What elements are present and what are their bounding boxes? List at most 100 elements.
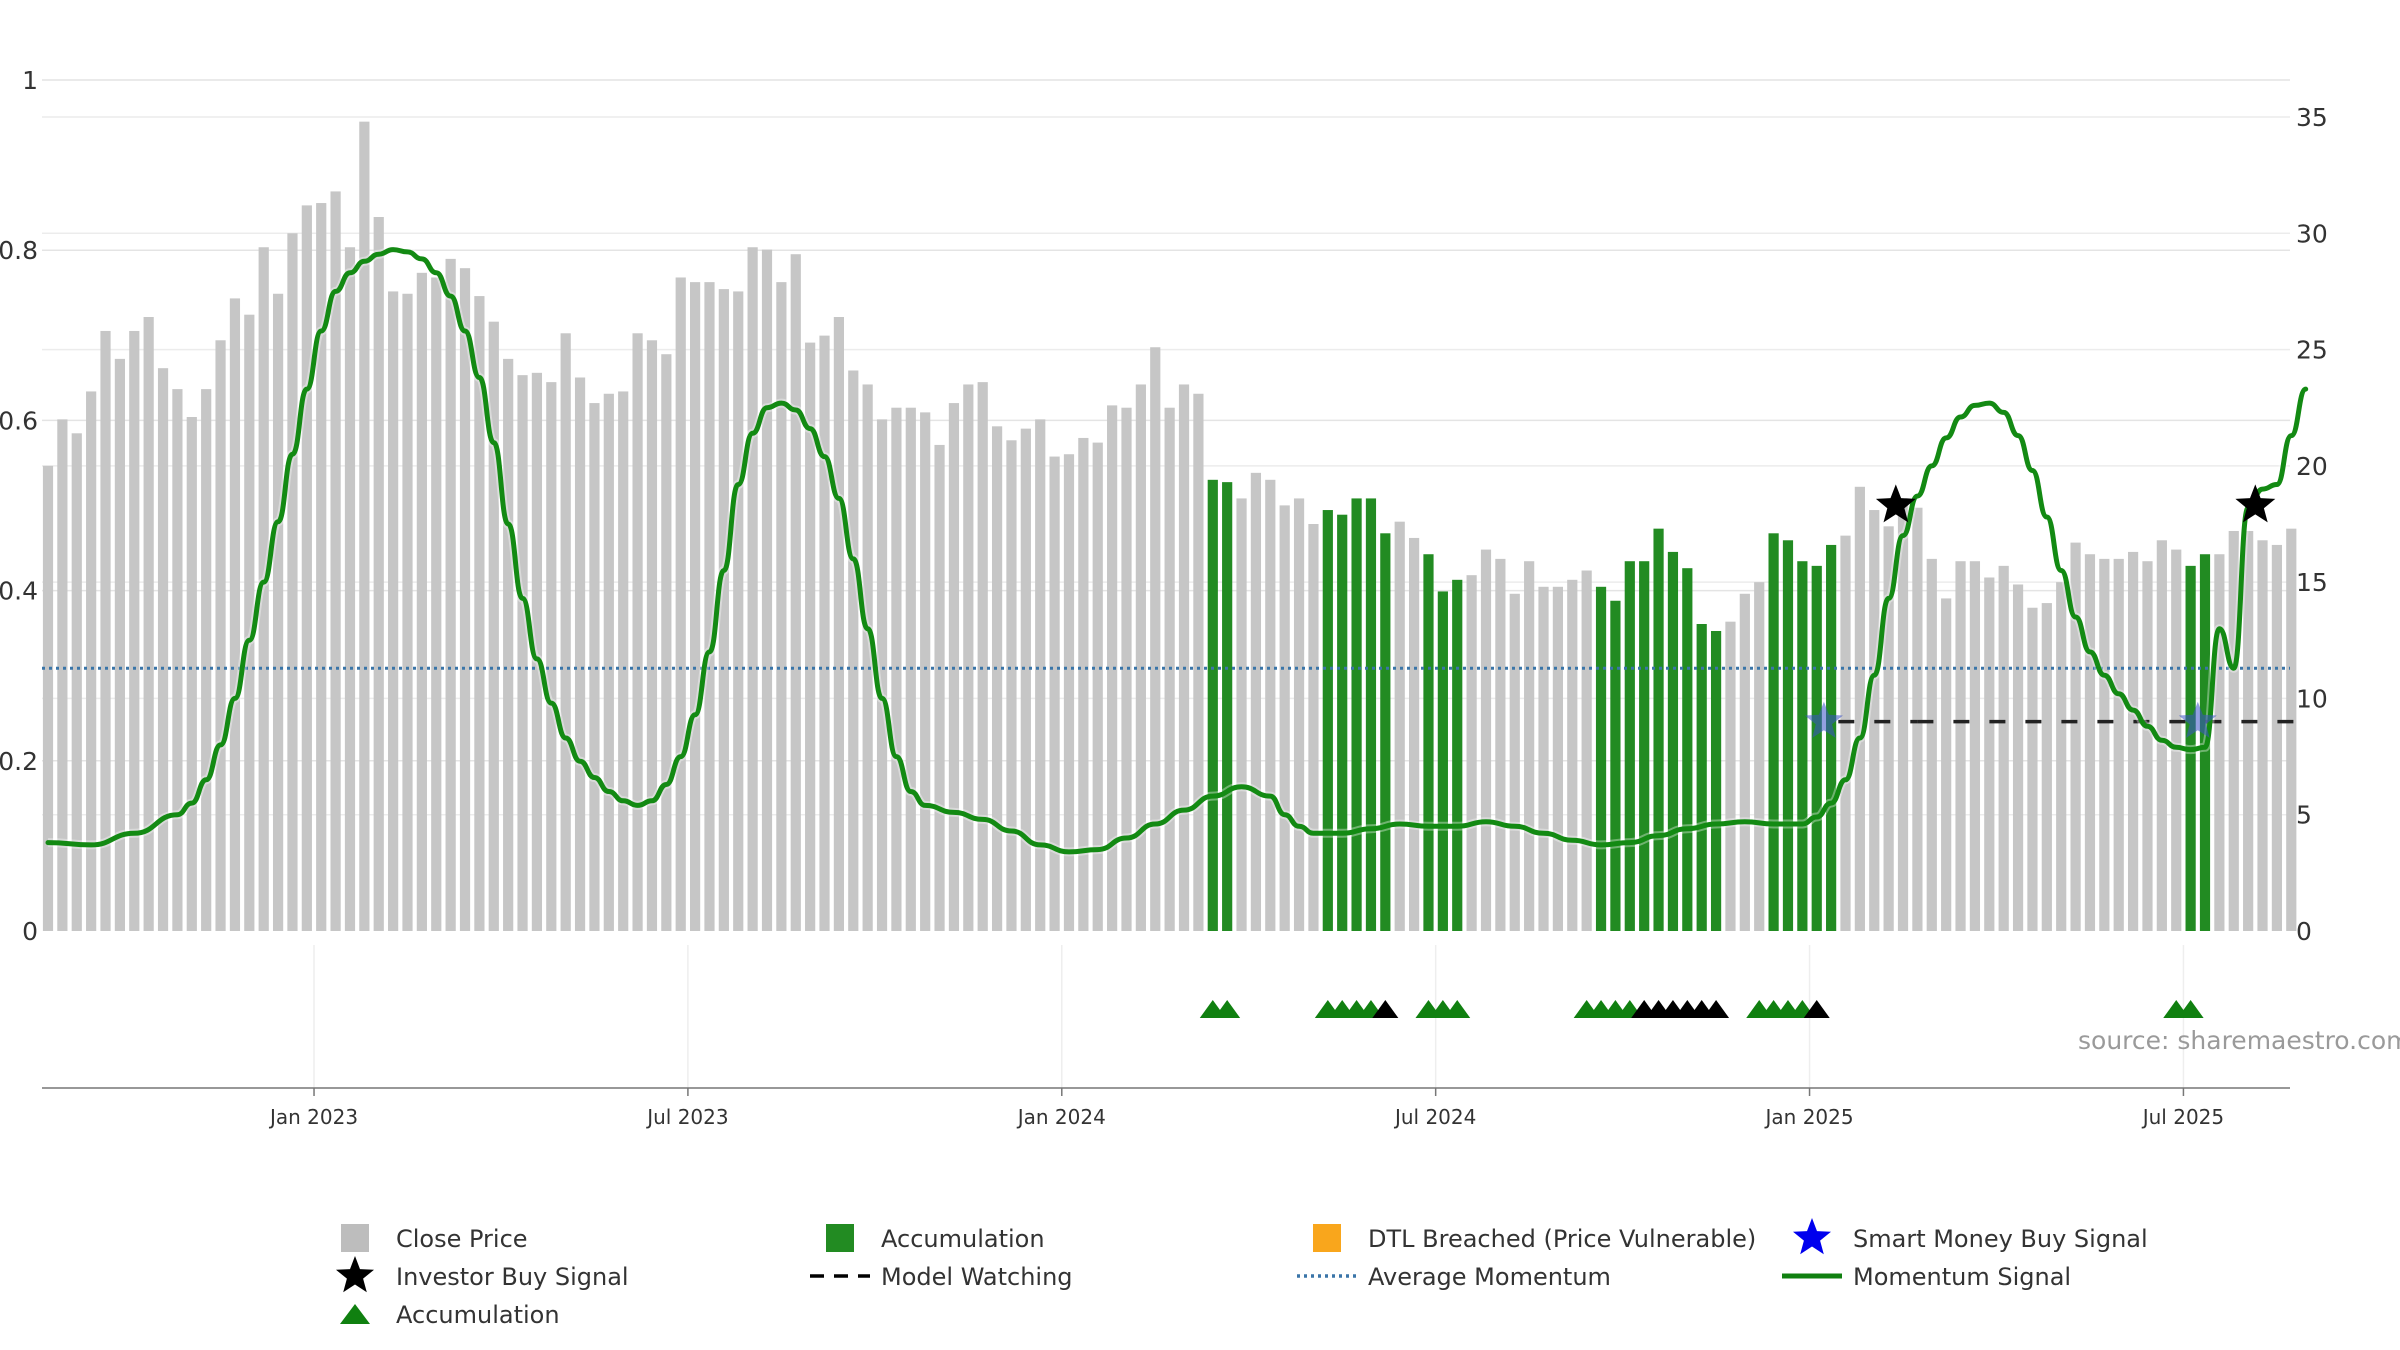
close-price-bar (344, 247, 356, 932)
close-price-bar (1955, 561, 1966, 931)
accumulation-triangle (1214, 1000, 1241, 1018)
y-right-tick-label: 35 (2296, 103, 2328, 132)
close-price-bar (71, 433, 82, 931)
close-price-bar (445, 258, 456, 932)
accumulation-bar (1222, 482, 1233, 931)
close-price-bar (488, 321, 499, 932)
accumulation-bar (1682, 568, 1693, 931)
close-price-bar (287, 233, 298, 932)
close-price-bar (2142, 561, 2153, 931)
close-price-bar (2012, 584, 2024, 931)
accumulation-bar (1653, 528, 1664, 931)
close-price-bar (1006, 440, 1017, 931)
close-price-bar (1035, 419, 1046, 931)
buy-signal-markers (1804, 484, 2276, 738)
legend-label: Average Momentum (1368, 1263, 1611, 1291)
source-label: source: sharemaestro.com (2078, 1026, 2400, 1055)
close-price-bar (1552, 586, 1563, 931)
close-price-bar (1250, 472, 1262, 931)
accumulation-bar (1595, 586, 1607, 931)
close-price-bar (42, 465, 54, 931)
close-price-bar (416, 272, 427, 931)
close-price-bar (718, 289, 729, 931)
close-price-bar (1840, 535, 1851, 931)
close-price-bar (733, 291, 744, 931)
close-price-bar (2271, 544, 2282, 931)
close-price-bar (531, 372, 543, 931)
accumulation-bar (1423, 554, 1434, 931)
close-price-bar (100, 330, 111, 932)
close-price-bar (114, 358, 125, 932)
accumulation-bar (1710, 630, 1722, 931)
close-price-bar (244, 314, 255, 932)
close-price-bar (459, 268, 471, 932)
accumulation-bar (1452, 579, 1463, 931)
y-left-tick-label: 1 (22, 66, 38, 95)
close-price-bar (143, 317, 154, 931)
accumulation-bar (1337, 514, 1348, 931)
x-tick-label: Jan 2023 (268, 1105, 358, 1129)
x-tick-label: Jul 2023 (645, 1105, 728, 1129)
close-price-bar (618, 391, 629, 931)
close-price-bar (402, 293, 413, 931)
close-price-bar (1063, 454, 1075, 931)
close-price-bar (1394, 521, 1405, 931)
accumulation-bar (1667, 551, 1679, 931)
close-price-bar (1135, 384, 1146, 931)
close-price-bar (57, 419, 68, 931)
close-price-bar (2070, 542, 2081, 931)
close-price-bar (690, 282, 701, 931)
close-price-bar (1941, 598, 1952, 931)
close-price-bar (2027, 607, 2038, 931)
close-price-bar (2171, 549, 2182, 931)
close-price-bar (2214, 554, 2225, 931)
close-price-bar (2041, 603, 2052, 931)
y-right-tick-label: 0 (2296, 917, 2312, 946)
legend-label: Model Watching (881, 1263, 1073, 1291)
legend-icon-star (336, 1256, 374, 1293)
accumulation-bar (1826, 544, 1837, 931)
close-price-bar (316, 203, 327, 932)
close-price-bar (1107, 405, 1118, 932)
accumulation-triangle-black (1803, 1000, 1830, 1018)
close-price-bar (833, 317, 844, 931)
accumulation-bar (2199, 554, 2211, 931)
close-price-bar (991, 426, 1003, 931)
accumulation-triangle (2177, 1000, 2204, 1018)
accumulation-bar (1365, 498, 1377, 931)
close-price-bar (1926, 558, 1937, 931)
accumulation-bar (1782, 540, 1794, 931)
close-price-bar (790, 254, 801, 931)
legend-icon-square (1313, 1224, 1341, 1252)
y-right-tick-label: 5 (2296, 801, 2312, 830)
close-price-bar (603, 393, 614, 931)
close-price-bar (1279, 505, 1290, 931)
close-price-bar (1409, 537, 1420, 931)
close-price-bar (201, 389, 212, 931)
momentum-signal-path (45, 247, 2309, 855)
accumulation-bar (1610, 600, 1621, 931)
y-right-tick-label: 25 (2296, 336, 2328, 365)
close-price-bar (373, 217, 384, 931)
close-price-bar (2156, 540, 2167, 931)
close-price-bar (574, 377, 586, 932)
accumulation-bar (1380, 533, 1391, 931)
close-price-bar (1121, 407, 1132, 931)
close-price-bars (42, 121, 2297, 932)
close-price-bar (2056, 582, 2067, 931)
close-price-bar (1998, 565, 2009, 931)
close-price-bar (1567, 579, 1578, 931)
close-price-bar (1236, 498, 1247, 931)
y-left-tick-label: 0 (22, 917, 38, 946)
accumulation-bar (1437, 591, 1448, 931)
close-price-bar (546, 382, 557, 931)
x-tick-label: Jan 2024 (1016, 1105, 1106, 1129)
close-price-bar (186, 417, 197, 931)
close-price-bar (1969, 561, 1981, 931)
close-price-bar (589, 403, 600, 931)
close-price-bar (1509, 593, 1520, 931)
close-price-bar (2243, 530, 2254, 931)
close-price-bar (776, 282, 787, 931)
close-price-bar (474, 296, 485, 932)
accumulation-bar (1696, 624, 1707, 931)
